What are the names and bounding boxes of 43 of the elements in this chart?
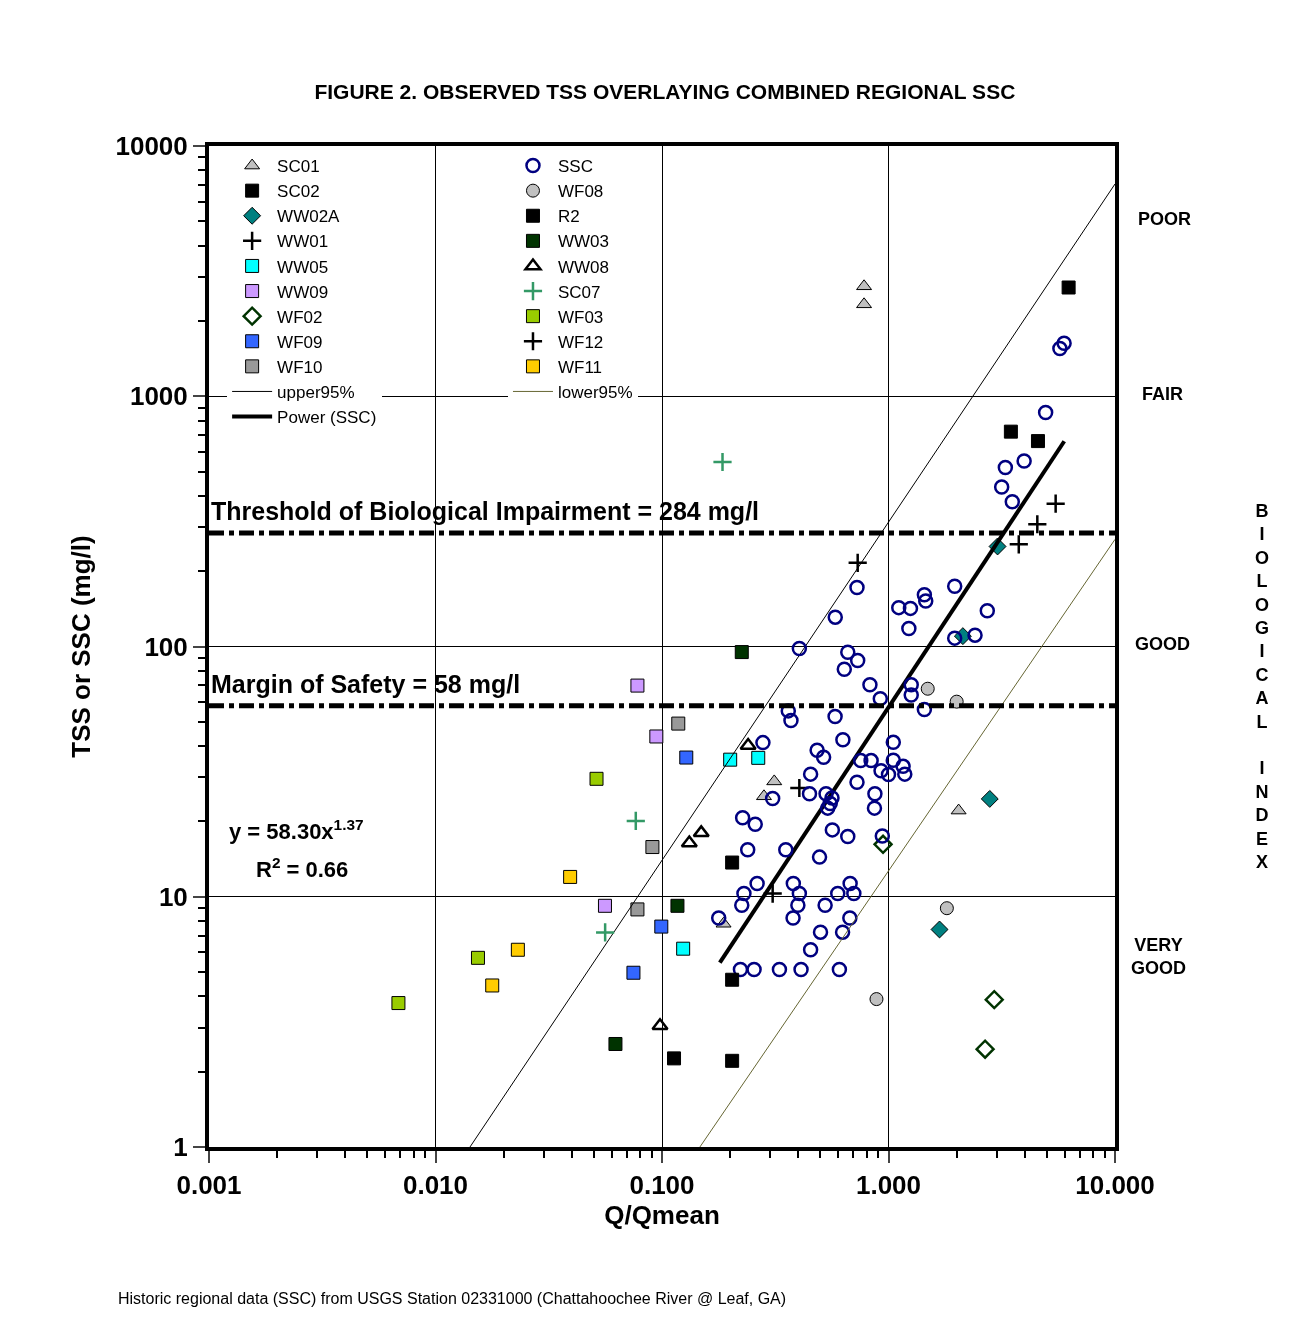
- ref-line-label: Margin of Safety = 58 mg/l: [211, 670, 521, 698]
- y-tick-label: 1: [173, 1132, 188, 1163]
- y-axis-title: TSS or SSC (mg/l): [66, 535, 97, 758]
- legend-label: upper95%: [277, 383, 355, 403]
- x-tick-label: 0.010: [402, 1170, 469, 1201]
- text: Historic regional data (SSC) from USGS Station 02331000 (Chattahoochee River @ Leaf, GA): [118, 1290, 787, 1307]
- y-tick-label: 1000: [129, 381, 188, 412]
- legend-label: WF10: [277, 357, 323, 377]
- legend-label: SC02: [277, 182, 320, 202]
- legend-label: WF09: [277, 332, 323, 352]
- x-tick-label: 0.100: [629, 1170, 695, 1201]
- text: FAIR: [1142, 384, 1184, 404]
- legend-label: SC01: [277, 157, 320, 177]
- chart-title: FIGURE 2. OBSERVED TSS OVERLAYING COMBINED REGIONAL SSC: [314, 80, 1016, 104]
- y-tick-label: 10: [158, 881, 188, 912]
- text: POOR: [1138, 209, 1192, 229]
- x-tick-label: 10.000: [1075, 1170, 1155, 1201]
- legend-label: SSC: [557, 157, 593, 177]
- legend-label: WF02: [277, 307, 323, 327]
- text: VERY GOOD: [1131, 935, 1187, 979]
- x-tick-label: 1.000: [855, 1170, 922, 1201]
- legend-label: SC07: [557, 282, 601, 302]
- annotation: y = 58.30x$^{1.37}$: [229, 816, 364, 845]
- legend-label: WW01: [277, 232, 329, 252]
- text: BIOLOGICAL INDEX: [1255, 501, 1270, 872]
- legend-label: WW09: [277, 282, 329, 302]
- legend-label: lower95%: [557, 383, 633, 403]
- legend-label: R2: [557, 207, 580, 227]
- x-tick-label: 0.001: [176, 1170, 242, 1201]
- legend-label: Power (SSC): [277, 408, 377, 428]
- legend-label: WF12: [557, 332, 604, 352]
- legend-label: WF11: [557, 357, 603, 377]
- legend-label: WW03: [557, 232, 609, 252]
- legend-label: WF03: [557, 307, 604, 327]
- x-axis-title: Q/Qmean: [604, 1200, 720, 1231]
- legend-label: WW08: [557, 257, 609, 277]
- legend-label: WW05: [277, 257, 329, 277]
- legend-label: WF08: [557, 182, 604, 202]
- y-tick-label: 100: [144, 631, 188, 662]
- annotation: R$^{2}$ = 0.66: [256, 854, 349, 883]
- y-tick-label: 10000: [115, 131, 188, 162]
- legend-label: WW02A: [277, 207, 341, 227]
- text: GOOD: [1135, 634, 1191, 654]
